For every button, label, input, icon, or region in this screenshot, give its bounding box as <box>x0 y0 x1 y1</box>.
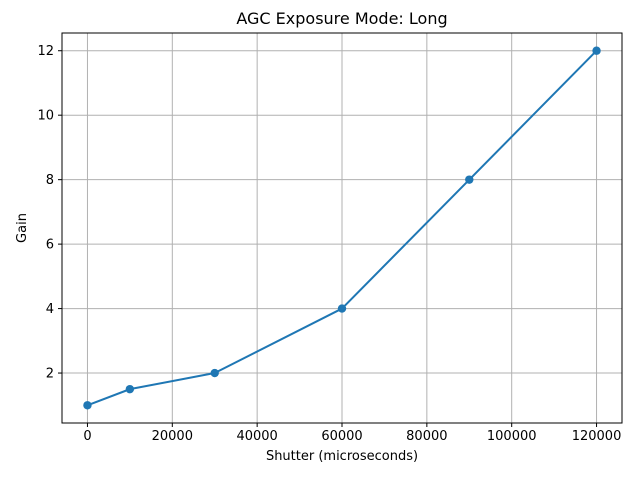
data-series <box>83 46 601 410</box>
y-tick-label: 12 <box>37 44 54 59</box>
x-tick-label: 80000 <box>406 429 447 444</box>
x-tick-label: 120000 <box>572 429 622 444</box>
x-tick-label: 0 <box>83 429 91 444</box>
data-point <box>125 384 135 394</box>
x-tick-label: 60000 <box>321 429 362 444</box>
y-tick-label: 10 <box>37 109 54 124</box>
grid-lines <box>62 33 622 423</box>
x-axis-label: Shutter (microseconds) <box>266 449 418 464</box>
x-tick-label: 20000 <box>152 429 193 444</box>
y-tick-label: 6 <box>46 238 54 253</box>
y-axis-label: Gain <box>15 213 30 243</box>
axis-ticks: 0 20000 40000 60000 80000 100000 120000 2 4 6 8 10 1… <box>37 44 621 444</box>
data-point <box>337 304 347 313</box>
y-tick-label: 4 <box>46 302 54 317</box>
data-point <box>210 368 219 378</box>
y-tick-label: 2 <box>46 367 54 382</box>
y-tick-label: 8 <box>46 173 54 188</box>
x-tick-label: 40000 <box>236 429 277 444</box>
x-tick-label: 100000 <box>487 429 537 444</box>
data-point <box>465 175 474 184</box>
series-line <box>86 49 598 407</box>
chart-title: AGC Exposure Mode: Long <box>236 9 447 28</box>
data-point <box>83 401 92 410</box>
data-point <box>592 46 601 55</box>
